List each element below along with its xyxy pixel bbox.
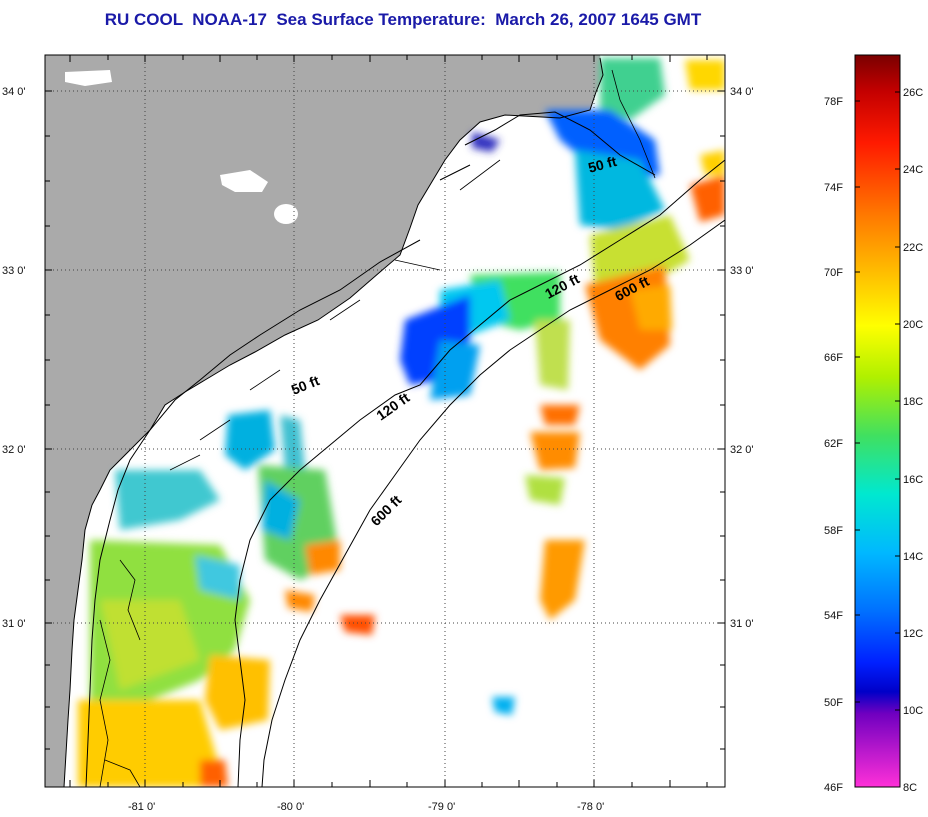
lat-tick-label: 31 0' (730, 618, 754, 630)
colorbar-label-c: 16C (903, 474, 923, 486)
colorbar-gradient (854, 54, 901, 788)
colorbar-ticks-f (855, 100, 860, 703)
inland-water (220, 170, 268, 192)
lon-tick-label: -79 0' (428, 801, 455, 813)
colorbar-label-f: 62F (824, 438, 843, 450)
colorbar-label-f: 66F (824, 352, 843, 364)
land-mass (45, 55, 603, 787)
colorbar-label-c: 24C (903, 164, 923, 176)
lon-tick-label: -80 0' (277, 801, 304, 813)
colorbar-label-f: 78F (824, 96, 843, 108)
coastline (63, 57, 604, 787)
sst-map: 50 ft 50 ft 120 ft 120 ft 600 ft 600 ft … (2, 54, 754, 813)
lon-tick-label: -78 0' (577, 801, 604, 813)
colorbar-label-f: 50F (824, 697, 843, 709)
colorbar-label-c: 10C (903, 705, 923, 717)
colorbar-label-c: 18C (903, 396, 923, 408)
isobath-label: 50 ft (586, 153, 618, 176)
frame-ticks (45, 55, 725, 787)
temperature-colorbar: 78F 74F 70F 66F 62F 58F 54F 50F 46F 26C … (824, 54, 923, 794)
lat-tick-label: 33 0' (2, 265, 26, 277)
isobath-lines (85, 111, 725, 787)
colorbar-label-c: 22C (903, 242, 923, 254)
colorbar-label-c: 14C (903, 551, 923, 563)
inland-water (274, 204, 298, 224)
colorbar-label-c: 20C (903, 319, 923, 331)
colorbar-label-f: 54F (824, 610, 843, 622)
coastal-islands (99, 69, 656, 787)
lat-tick-label: 33 0' (730, 265, 754, 277)
inland-water (65, 70, 112, 86)
colorbar-label-f: 70F (824, 267, 843, 279)
colorbar-ticks-c (895, 91, 900, 711)
lat-tick-label: 34 0' (2, 86, 26, 98)
lat-tick-label: 34 0' (730, 86, 754, 98)
colorbar-label-c: 26C (903, 87, 923, 99)
lon-tick-label: -81 0' (128, 801, 155, 813)
map-title: RU COOL NOAA-17 Sea Surface Temperature:… (104, 10, 702, 29)
colorbar-label-f: 74F (824, 182, 843, 194)
lat-tick-label: 31 0' (2, 618, 26, 630)
lat-tick-label: 32 0' (2, 444, 26, 456)
sst-patches (78, 58, 725, 787)
grid-lines (45, 55, 725, 787)
colorbar-label-f: 58F (824, 525, 843, 537)
colorbar-label-f: 46F (824, 782, 843, 794)
colorbar-label-c: 12C (903, 628, 923, 640)
colorbar-label-c: 8C (903, 782, 917, 794)
lat-tick-label: 32 0' (730, 444, 754, 456)
plot-frame (44, 54, 726, 788)
